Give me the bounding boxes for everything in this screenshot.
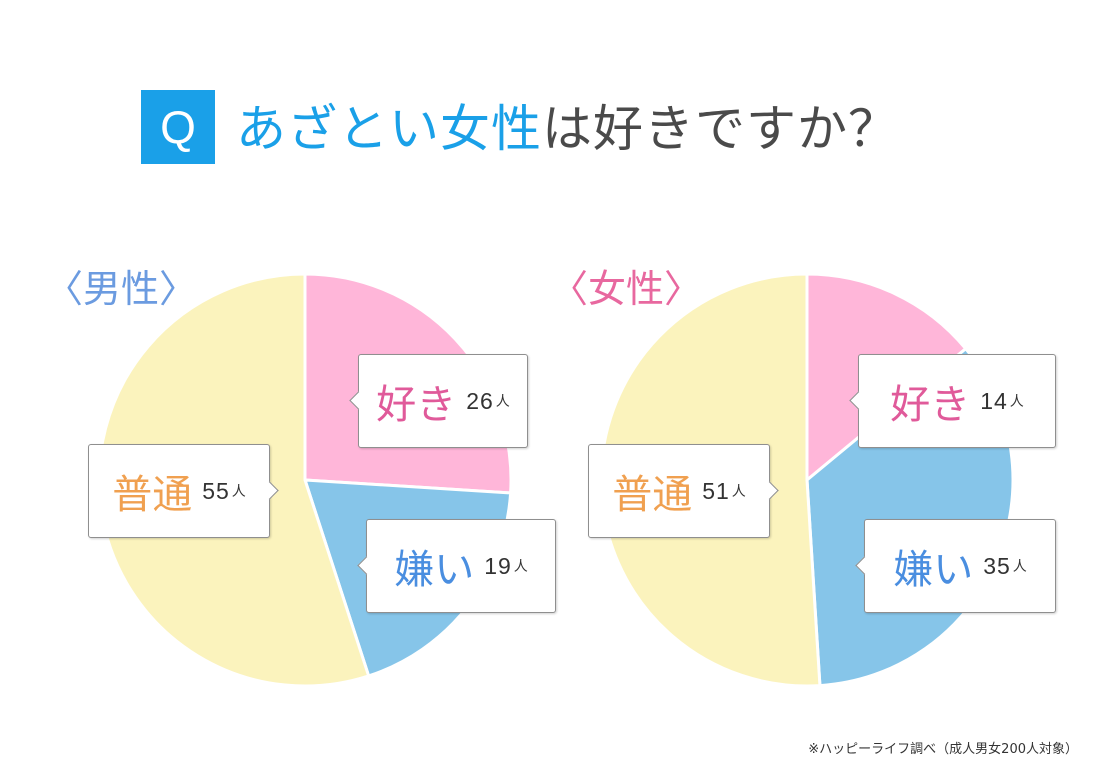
- male-dislike-value: 19: [484, 552, 512, 579]
- female-like-unit: 人: [1009, 394, 1024, 410]
- male-like-unit: 人: [495, 394, 510, 410]
- male-dislike-unit: 人: [513, 559, 528, 575]
- female-neutral-value: 51: [702, 477, 730, 504]
- male-like-label: 好き: [376, 382, 457, 428]
- female-like-callout: 好き 14 人: [849, 354, 1056, 448]
- female-like-label: 好き: [890, 382, 971, 428]
- q-badge: Q: [141, 90, 215, 164]
- page-title: あざとい女性は好きですか？: [236, 92, 899, 166]
- male-like-value: 26: [466, 387, 494, 414]
- female-chart-title: 〈女性〉: [550, 267, 703, 311]
- male-dislike-callout: 嫌い 19 人: [357, 519, 556, 613]
- female-neutral-label: 普通: [612, 472, 693, 518]
- female-dislike-label: 嫌い: [893, 547, 974, 593]
- title-highlight: あざとい女性: [236, 100, 542, 158]
- male-like-callout: 好き 26 人: [349, 354, 528, 448]
- female-dislike-value: 35: [983, 552, 1011, 579]
- male-dislike-label: 嫌い: [394, 547, 475, 593]
- male-neutral-label: 普通: [112, 472, 193, 518]
- male-chart-title: 〈男性〉: [45, 267, 198, 311]
- female-neutral-unit: 人: [731, 484, 746, 500]
- female-like-value: 14: [980, 387, 1008, 414]
- female-dislike-unit: 人: [1012, 559, 1027, 575]
- male-neutral-unit: 人: [231, 484, 246, 500]
- source-note: ※ハッピーライフ調べ（成人男女200人対象）: [808, 742, 1078, 757]
- female-dislike-callout: 嫌い 35 人: [855, 519, 1056, 613]
- title-rest: は好きですか？: [542, 100, 899, 158]
- male-neutral-callout: 普通 55 人: [88, 444, 279, 538]
- male-neutral-value: 55: [202, 477, 230, 504]
- female-neutral-callout: 普通 51 人: [588, 444, 779, 538]
